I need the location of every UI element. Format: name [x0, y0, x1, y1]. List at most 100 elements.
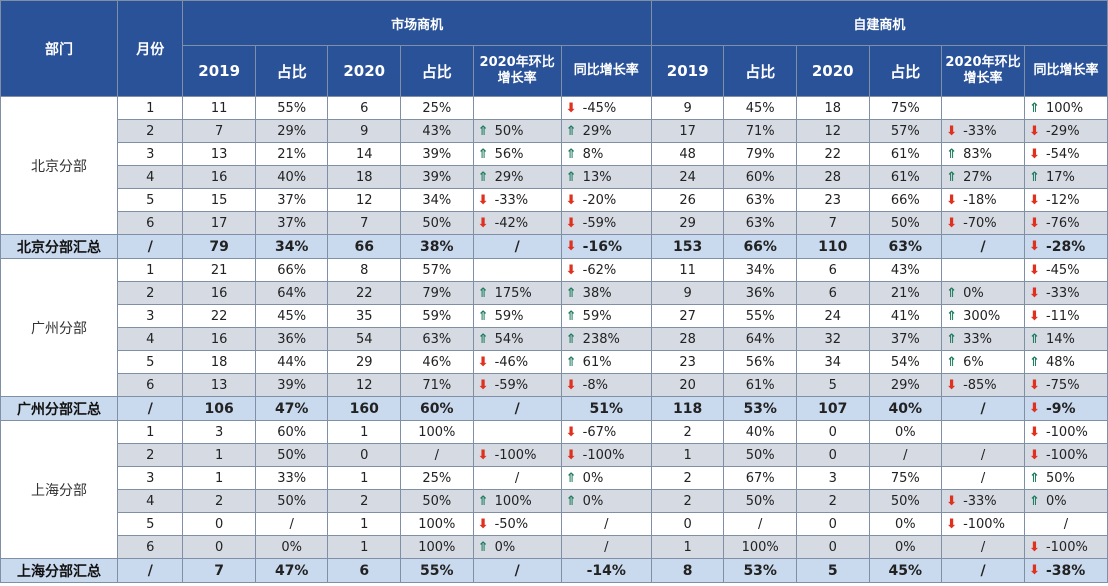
trend-value: -33%: [1045, 285, 1080, 301]
up-arrow-icon: ⇑: [565, 331, 577, 347]
value-cell: 57%: [868, 119, 943, 143]
trend-value: /: [514, 470, 520, 486]
value-cell: 37%: [254, 211, 329, 235]
up-arrow-icon: ⇑: [946, 285, 957, 301]
header-dept: 部门: [0, 0, 119, 97]
value-cell: 57%: [400, 258, 474, 282]
value-cell: 45%: [868, 558, 943, 583]
value-cell: 79: [182, 234, 256, 259]
trend-value: -11%: [1045, 308, 1080, 324]
value-cell: 66%: [254, 258, 329, 282]
value-cell: 50%: [723, 443, 797, 467]
month-cell: /: [117, 396, 184, 421]
value-cell: 40%: [723, 420, 797, 444]
value-cell: 22: [795, 142, 870, 166]
value-cell: 44%: [254, 350, 329, 374]
value-cell: 11: [650, 258, 725, 282]
value-cell: 40%: [254, 165, 329, 189]
trend-value: -28%: [1045, 238, 1086, 255]
down-arrow-icon: ⬇: [565, 447, 577, 463]
value-cell: 1: [327, 466, 402, 490]
value-cell: 25%: [400, 96, 474, 120]
month-cell: 3: [117, 142, 184, 166]
value-cell: 22: [182, 304, 256, 328]
trend-value: -45%: [1045, 262, 1080, 278]
trend-cell: ⇑ 50%: [472, 119, 562, 143]
trend-value: /: [604, 539, 609, 555]
value-cell: 9: [327, 119, 402, 143]
trend-cell: ⇑ 0%: [560, 466, 652, 490]
value-cell: 12: [327, 188, 402, 212]
summary-label: 广州分部汇总: [0, 396, 119, 421]
header-col: 同比增长率: [560, 45, 652, 97]
trend-value: -54%: [1045, 146, 1080, 162]
value-cell: 1: [327, 535, 402, 559]
value-cell: 15: [182, 188, 256, 212]
value-cell: 1: [650, 443, 725, 467]
trend-value: -100%: [494, 447, 537, 463]
value-cell: 21%: [868, 281, 943, 305]
value-cell: 50%: [868, 211, 943, 235]
up-arrow-icon: ⇑: [477, 285, 489, 301]
value-cell: /: [723, 512, 797, 536]
summary-row: 上海分部汇总/7 47% 6 55% / -14% 8 53% 5 45% / ⬇ -38%: [0, 558, 1108, 583]
up-arrow-icon: ⇑: [565, 169, 577, 185]
trend-cell: ⇑ 0%: [1023, 489, 1108, 513]
up-arrow-icon: ⇑: [565, 285, 577, 301]
trend-value: 0%: [963, 285, 984, 301]
down-arrow-icon: ⬇: [565, 192, 577, 208]
down-arrow-icon: ⬇: [1028, 285, 1040, 301]
value-cell: 100%: [400, 420, 474, 444]
value-cell: 79%: [723, 142, 797, 166]
value-cell: 53%: [723, 558, 797, 583]
header-col: 2020: [795, 45, 870, 97]
value-cell: 11: [182, 96, 256, 120]
value-cell: 1: [327, 512, 402, 536]
value-cell: 41%: [868, 304, 943, 328]
value-cell: 0%: [868, 535, 943, 559]
trend-value: -100%: [1045, 447, 1088, 463]
trend-cell: ⬇ -46%: [472, 350, 562, 374]
trend-cell: ⬇ -85%: [941, 373, 1025, 397]
value-cell: 106: [182, 396, 256, 421]
down-arrow-icon: ⬇: [477, 215, 489, 231]
trend-value: 56%: [494, 146, 524, 162]
trend-value: -70%: [963, 215, 997, 231]
trend-cell: ⬇ -70%: [941, 211, 1025, 235]
trend-value: -59%: [582, 215, 617, 231]
trend-cell: ⬇ -9%: [1023, 396, 1108, 421]
value-cell: 7: [795, 211, 870, 235]
trend-value: -46%: [494, 354, 529, 370]
header-self-group: 自建商机: [650, 0, 1108, 46]
trend-cell: ⬇ -100%: [1023, 420, 1108, 444]
trend-cell: ⬇ -33%: [941, 489, 1025, 513]
up-arrow-icon: ⇑: [565, 146, 577, 162]
header-col: 2019: [182, 45, 256, 97]
value-cell: 160: [327, 396, 402, 421]
value-cell: 23: [795, 188, 870, 212]
trend-cell: ⇑ 0%: [472, 535, 562, 559]
value-cell: 22: [327, 281, 402, 305]
header-col: 占比: [868, 45, 943, 97]
table-row: 5 0/1 100% ⬇ -50%/0/0 0% ⬇ -100% /: [1, 512, 1108, 536]
trend-cell: /: [941, 466, 1025, 490]
down-arrow-icon: ⬇: [1028, 377, 1040, 393]
trend-cell: /: [472, 558, 562, 583]
trend-value: -62%: [582, 262, 617, 278]
up-arrow-icon: ⇑: [565, 308, 577, 324]
trend-value: -100%: [582, 447, 625, 463]
month-cell: 5: [117, 188, 184, 212]
trend-cell: ⬇ -45%: [1023, 258, 1108, 282]
up-arrow-icon: ⇑: [477, 539, 489, 555]
value-cell: 32: [795, 327, 870, 351]
value-cell: 50%: [254, 489, 329, 513]
up-arrow-icon: ⇑: [477, 169, 489, 185]
value-cell: 39%: [254, 373, 329, 397]
table-row: 4 16 40% 18 39% ⇑ 29% ⇑ 13% 24 60% 28 61% ⇑ 27% ⇑ 17%: [1, 165, 1108, 189]
value-cell: 23: [650, 350, 725, 374]
trend-cell: 51%: [560, 396, 652, 421]
value-cell: 38%: [400, 234, 474, 259]
down-arrow-icon: ⬇: [565, 239, 577, 254]
trend-cell: /: [941, 558, 1025, 583]
